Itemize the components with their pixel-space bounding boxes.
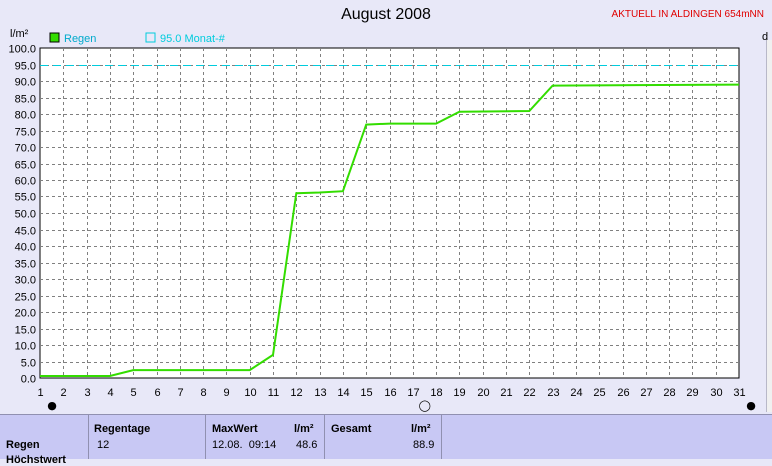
x-tick-label: 31 bbox=[733, 387, 745, 399]
x-tick-label: 13 bbox=[314, 387, 326, 399]
legend-label-regen: Regen bbox=[64, 33, 96, 45]
maxwert-label: MaxWert bbox=[212, 423, 258, 435]
gesamt-value: 88.9 bbox=[413, 439, 435, 451]
regentage-value: 12 bbox=[97, 439, 110, 451]
x-tick-label: 22 bbox=[523, 387, 535, 399]
series-line-regen bbox=[40, 83, 740, 377]
x-tick-label: 26 bbox=[617, 387, 629, 399]
legend-swatch-month bbox=[145, 32, 156, 43]
y-tick-label: 65.0 bbox=[15, 160, 36, 172]
x-tick-label: 16 bbox=[384, 387, 396, 399]
chart-title: August 2008 bbox=[341, 6, 431, 23]
maxwert-value: 48.6 bbox=[296, 439, 318, 451]
x-tick-label: 3 bbox=[84, 387, 90, 399]
regentage-label: Regentage bbox=[94, 423, 151, 435]
maxwert-cell: MaxWert l/m² 12.08. 09:14 48.6 bbox=[206, 415, 325, 459]
y-tick-label: 95.0 bbox=[15, 61, 36, 73]
legend-label-month: 95.0 Monat-# bbox=[160, 33, 226, 45]
x-tick-label: 17 bbox=[407, 387, 419, 399]
y-tick-label: 55.0 bbox=[15, 192, 36, 204]
x-tick-label: 1 bbox=[37, 387, 43, 399]
y-tick-label: 80.0 bbox=[15, 110, 36, 122]
x-tick-label: 19 bbox=[453, 387, 465, 399]
x-tick-label: 6 bbox=[154, 387, 160, 399]
x-tick-label: 10 bbox=[244, 387, 256, 399]
vertical-scrollbar[interactable] bbox=[766, 40, 772, 412]
y-tick-label: 0.0 bbox=[21, 374, 36, 386]
x-tick-label: 21 bbox=[500, 387, 512, 399]
x-tick-label: 15 bbox=[360, 387, 372, 399]
y-tick-label: 10.0 bbox=[15, 341, 36, 353]
gesamt-unit: l/m² bbox=[411, 423, 431, 435]
y-tick-label: 85.0 bbox=[15, 94, 36, 106]
x-tick-label: 18 bbox=[430, 387, 442, 399]
x-tick-label: 25 bbox=[593, 387, 605, 399]
y-tick-label: 25.0 bbox=[15, 292, 36, 304]
x-tick-label: 23 bbox=[547, 387, 559, 399]
x-tick-label: 27 bbox=[640, 387, 652, 399]
x-tick-label: 29 bbox=[686, 387, 698, 399]
y-tick-label: 30.0 bbox=[15, 275, 36, 287]
y-tick-label: 15.0 bbox=[15, 325, 36, 337]
maxwert-unit: l/m² bbox=[294, 423, 314, 435]
x-tick-label: 12 bbox=[290, 387, 302, 399]
y-tick-label: 40.0 bbox=[15, 242, 36, 254]
x-tick-label: 20 bbox=[477, 387, 489, 399]
period-end-marker: ● bbox=[746, 399, 756, 412]
y-tick-label: 100.0 bbox=[8, 44, 36, 56]
right-edge-label: d bbox=[762, 31, 769, 43]
y-tick-label: 60.0 bbox=[15, 176, 36, 188]
summary-row-label-2: Höchstwert bbox=[6, 454, 66, 466]
y-tick-label: 50.0 bbox=[15, 209, 36, 221]
x-tick-label: 5 bbox=[130, 387, 136, 399]
gesamt-cell: Gesamt l/m² 88.9 bbox=[325, 415, 442, 459]
y-axis-label: l/m² bbox=[10, 28, 29, 40]
y-tick-label: 35.0 bbox=[15, 259, 36, 271]
x-tick-label: 24 bbox=[570, 387, 582, 399]
x-tick-label: 8 bbox=[200, 387, 206, 399]
x-tick-label: 14 bbox=[337, 387, 349, 399]
y-tick-label: 70.0 bbox=[15, 143, 36, 155]
rain-chart: 0.0 5.0 10.0 15.0 20.0 25.0 30.0 35.0 40.0 45.0 50… bbox=[8, 28, 756, 412]
x-tick-label: 7 bbox=[177, 387, 183, 399]
x-tick-label: 30 bbox=[710, 387, 722, 399]
summary-panel: Regen Höchstwert Regentage 12 MaxWert l/… bbox=[0, 414, 772, 466]
y-tick-label: 45.0 bbox=[15, 226, 36, 238]
period-mid-marker: ◯ bbox=[419, 399, 431, 412]
maxwert-date: 12.08. 09:14 bbox=[212, 439, 277, 451]
y-tick-label: 5.0 bbox=[21, 358, 36, 370]
x-tick-label: 28 bbox=[663, 387, 675, 399]
gesamt-label: Gesamt bbox=[331, 423, 372, 435]
x-tick-label: 4 bbox=[107, 387, 113, 399]
y-tick-label: 20.0 bbox=[15, 308, 36, 320]
x-tick-label: 2 bbox=[60, 387, 66, 399]
legend-swatch-regen bbox=[49, 32, 60, 43]
summary-row-label: Regen bbox=[6, 439, 40, 451]
x-tick-label: 9 bbox=[223, 387, 229, 399]
y-tick-label: 75.0 bbox=[15, 127, 36, 139]
x-tick-label: 11 bbox=[268, 387, 279, 399]
station-label: AKTUELL IN ALDINGEN 654mNN bbox=[611, 9, 764, 20]
y-tick-label: 90.0 bbox=[15, 77, 36, 89]
summary-row-label-cell: Regen Höchstwert bbox=[0, 415, 89, 466]
period-start-marker: ● bbox=[47, 399, 57, 412]
regentage-cell: Regentage 12 bbox=[89, 415, 206, 459]
